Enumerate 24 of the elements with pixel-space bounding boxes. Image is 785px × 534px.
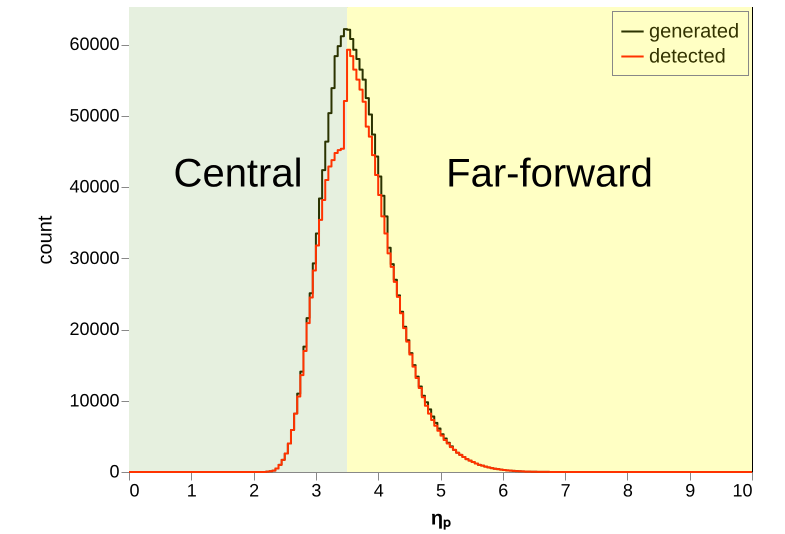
x-tick-label: 4 bbox=[374, 480, 384, 500]
x-tick-label: 6 bbox=[498, 480, 508, 500]
x-tick-label: 3 bbox=[311, 480, 322, 500]
y-tick-label: 60000 bbox=[69, 34, 120, 54]
legend-label: generated bbox=[649, 20, 740, 42]
x-tick-label: 7 bbox=[560, 480, 571, 500]
x-tick-label: 5 bbox=[436, 480, 446, 500]
x-tick-label: 10 bbox=[732, 480, 752, 500]
y-tick-label: 0 bbox=[109, 462, 120, 482]
y-tick-label: 30000 bbox=[69, 248, 120, 268]
x-tick-label: 0 bbox=[130, 480, 140, 500]
x-axis-title: ηₚ bbox=[430, 508, 452, 530]
x-tick-label: 9 bbox=[685, 480, 696, 500]
legend-label: detected bbox=[649, 46, 726, 68]
y-tick-label: 20000 bbox=[69, 319, 120, 340]
band-label: Far-forward bbox=[446, 151, 653, 196]
y-tick-label: 40000 bbox=[69, 176, 120, 197]
x-tick-label: 8 bbox=[622, 480, 633, 500]
y-tick-label: 10000 bbox=[69, 390, 120, 410]
y-tick-label: 50000 bbox=[69, 105, 120, 126]
y-axis-title: count bbox=[34, 215, 56, 264]
x-tick-label: 2 bbox=[249, 480, 260, 500]
x-tick-label: 1 bbox=[186, 480, 197, 500]
band-label: Central bbox=[174, 151, 302, 196]
